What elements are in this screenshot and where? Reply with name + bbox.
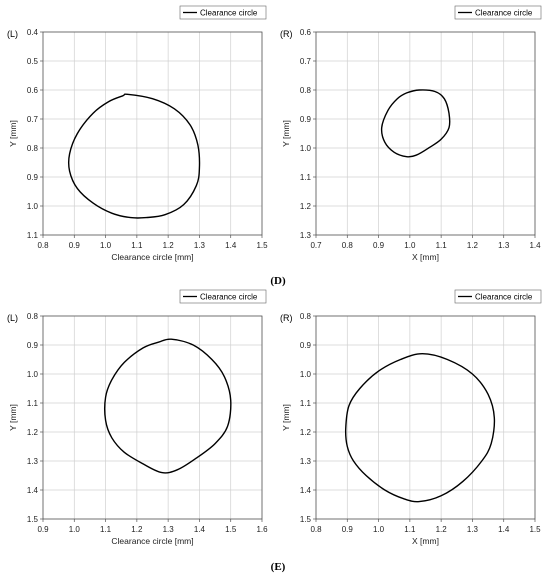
panel-label: (L) [7, 29, 18, 39]
legend-text: Clearance circle [200, 293, 258, 302]
y-tick-label: 1.2 [300, 202, 312, 211]
y-tick-label: 1.1 [27, 399, 39, 408]
x-tick-label: 1.1 [100, 525, 112, 534]
y-tick-label: 0.8 [27, 144, 39, 153]
x-tick-label: 1.4 [498, 525, 510, 534]
x-axis-label: Clearance circle [mm] [111, 536, 193, 546]
x-tick-label: 1.2 [163, 241, 175, 250]
figure-label-e: (E) [271, 561, 286, 573]
x-tick-label: 1.1 [131, 241, 143, 250]
y-tick-label: 1.3 [27, 457, 39, 466]
y-tick-label: 1.2 [300, 428, 312, 437]
x-axis-label: X [mm] [412, 536, 439, 546]
x-tick-label: 1.2 [436, 525, 448, 534]
y-tick-label: 1.0 [27, 370, 39, 379]
x-tick-label: 0.8 [310, 525, 322, 534]
panel-label: (R) [280, 313, 293, 323]
legend-box [179, 5, 267, 20]
plot-frame [42, 315, 263, 520]
y-tick-label: 0.9 [300, 341, 312, 350]
series-line-clearance-circle [344, 353, 496, 503]
plot-frame [315, 31, 536, 236]
series-line-clearance-circle [67, 93, 201, 219]
chart-panel-3: 0.9 1.0 1.1 1.2 1.3 1.4 1.5 1.6 0.8 0.9 1.0 1.1 1.2 1… [7, 289, 268, 546]
y-tick-label: 0.8 [27, 312, 39, 321]
chart-panel-1: 0.8 0.9 1.0 1.1 1.2 1.3 1.4 1.5 0.4 0.5 0.6 0.7 0.8 0… [7, 5, 268, 262]
y-tick-label: 0.9 [300, 115, 312, 124]
y-tick-label: 1.1 [300, 173, 312, 182]
x-tick-label: 1.4 [225, 241, 237, 250]
y-axis-label: Y [mm] [8, 404, 18, 431]
y-tick-label: 1.4 [27, 486, 39, 495]
panel-label: (R) [280, 29, 293, 39]
y-tick-label: 0.8 [300, 86, 312, 95]
x-axis-label: Clearance circle [mm] [111, 252, 193, 262]
y-tick-label: 0.4 [27, 28, 39, 37]
figure-label-d: (D) [270, 275, 286, 287]
chart-panel-4: 0.8 0.9 1.0 1.1 1.2 1.3 1.4 1.50.80.91.01.11.21… [280, 289, 542, 546]
y-tick-label: 0.9 [27, 341, 39, 350]
x-tick-label: 1.3 [194, 241, 206, 250]
y-tick-label: 1.5 [27, 515, 39, 524]
x-tick-label: 1.1 [404, 525, 416, 534]
x-tick-label: 1.5 [256, 241, 268, 250]
y-tick-label: 1.5 [300, 515, 312, 524]
y-tick-label: 0.5 [27, 57, 39, 66]
x-axis-label: X [mm] [412, 252, 439, 262]
plot-frame [315, 315, 536, 520]
x-tick-label: 1.3 [163, 525, 175, 534]
legend-text: Clearance circle [200, 9, 258, 18]
series-line-clearance-circle [380, 89, 451, 158]
x-tick-label: 1.4 [529, 241, 541, 250]
x-tick-label: 1.3 [498, 241, 510, 250]
legend-text: Clearance circle [475, 9, 533, 18]
x-tick-label: 0.9 [373, 241, 385, 250]
x-tick-label: 1.0 [69, 525, 81, 534]
legend-box [179, 289, 267, 304]
y-tick-label: 1.4 [300, 486, 312, 495]
legend-box [454, 5, 542, 20]
x-tick-label: 1.0 [373, 525, 385, 534]
y-tick-label: 0.7 [300, 57, 312, 66]
x-tick-label: 1.0 [100, 241, 112, 250]
y-tick-label: 1.3 [300, 231, 312, 240]
y-tick-label: 0.6 [27, 86, 39, 95]
series-line-clearance-circle [104, 338, 232, 474]
y-tick-label: 1.0 [27, 202, 39, 211]
y-axis-label: Y [mm] [281, 404, 291, 431]
x-tick-label: 0.9 [342, 525, 354, 534]
y-tick-label: 1.1 [300, 399, 312, 408]
y-axis-label: Y [mm] [281, 120, 291, 147]
y-tick-label: 1.0 [300, 370, 312, 379]
y-tick-label: 1.2 [27, 428, 39, 437]
x-tick-label: 0.9 [37, 525, 49, 534]
x-tick-label: 1.2 [131, 525, 143, 534]
x-tick-label: 1.4 [194, 525, 206, 534]
x-tick-label: 1.1 [436, 241, 448, 250]
x-tick-label: 1.6 [256, 525, 268, 534]
y-tick-label: 0.8 [300, 312, 312, 321]
plot-frame [42, 31, 263, 236]
y-axis-label: Y [mm] [8, 120, 18, 147]
x-tick-label: 1.2 [467, 241, 479, 250]
chart-panel-2: 0.7 0.8 0.9 1.0 1.1 1.2 1.3 1.4 0.6 0.7 0.8 0.9 1.0 1… [280, 5, 542, 262]
y-tick-label: 1.3 [300, 457, 312, 466]
x-tick-label: 1.3 [467, 525, 479, 534]
y-tick-label: 1.0 [300, 144, 312, 153]
y-tick-label: 0.6 [300, 28, 312, 37]
x-tick-label: 0.9 [69, 241, 81, 250]
y-tick-label: 0.7 [27, 115, 39, 124]
x-tick-label: 0.7 [310, 241, 322, 250]
x-tick-label: 0.8 [342, 241, 354, 250]
legend-box [454, 289, 542, 304]
x-tick-label: 1.5 [529, 525, 541, 534]
x-tick-label: 0.8 [37, 241, 49, 250]
legend-text: Clearance circle [475, 293, 533, 302]
y-tick-label: 0.9 [27, 173, 39, 182]
panel-label: (L) [7, 313, 18, 323]
x-tick-label: 1.0 [404, 241, 416, 250]
x-tick-label: 1.5 [225, 525, 237, 534]
y-tick-label: 1.1 [27, 231, 39, 240]
